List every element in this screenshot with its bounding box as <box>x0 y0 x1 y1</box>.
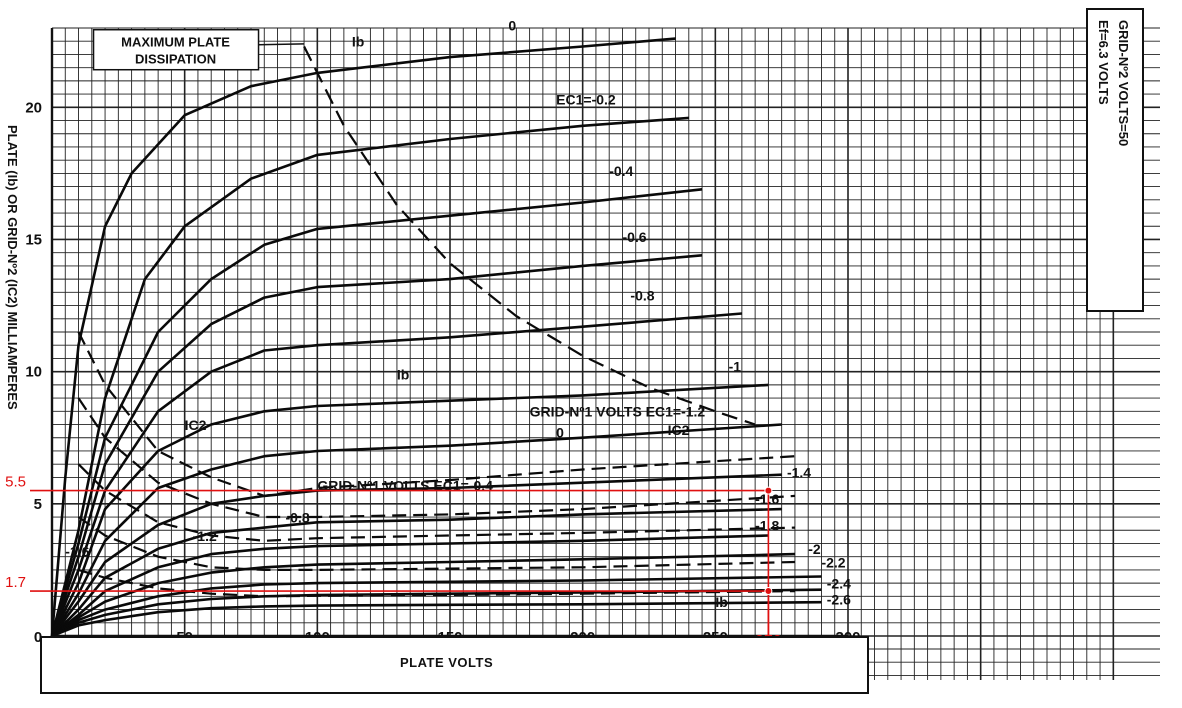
plate-curve <box>50 37 676 637</box>
condition-grid2: GRID-Nº2 VOLTS=50 <box>1116 20 1131 147</box>
plate-curve <box>51 575 822 638</box>
plate-curve <box>51 507 782 637</box>
y-tick-label: 5 <box>34 496 42 513</box>
screen-curve-label: -1.2 <box>193 528 217 544</box>
plate-curve-label: -0.6 <box>622 229 646 245</box>
screen-current-curves <box>77 331 795 598</box>
plate-curve-label: -1.6 <box>755 491 779 507</box>
annotation-label: IC2 <box>668 422 690 438</box>
plate-curve-label: -1.8 <box>755 517 779 533</box>
plate-curve-label: 0 <box>508 18 516 34</box>
conditions-box: Ef=6.3 VOLTS GRID-Nº2 VOLTS=50 <box>1086 8 1144 312</box>
plate-curve-label: -2.4 <box>827 575 851 591</box>
plate-curve-label: -2.2 <box>821 554 845 570</box>
screen-curve-label: -0.8 <box>285 509 309 525</box>
screen-curve <box>77 516 795 571</box>
plate-curve <box>50 254 703 637</box>
plate-curve <box>50 473 782 637</box>
marker-point <box>764 486 773 495</box>
x-axis-title: PLATE VOLTS <box>400 655 494 670</box>
annotation-label: Ib <box>715 594 727 610</box>
annotation-max-dissipation: DISSIPATION <box>135 52 216 67</box>
screen-curve-label: 0 <box>556 425 564 441</box>
x-tick-label: 0 <box>34 629 42 646</box>
plate-curve-label: EC1=-0.2 <box>556 92 616 108</box>
condition-heater: Ef=6.3 VOLTS <box>1096 20 1111 105</box>
max-dissipation-line <box>303 46 756 426</box>
plate-curve <box>50 383 769 637</box>
plate-current-curves <box>50 37 822 638</box>
annotation-max-dissipation: MAXIMUM PLATE <box>121 35 230 50</box>
screen-curve <box>77 397 795 519</box>
y-tick-label: 15 <box>25 231 42 248</box>
marker-y-label: 1.7 <box>5 574 26 591</box>
y-tick-label: 10 <box>25 364 42 381</box>
screen-curve <box>77 331 795 498</box>
annotation-box <box>92 28 260 71</box>
y-tick-label: 20 <box>25 99 42 116</box>
screen-curve-label: GRID-Nº1 VOLTS EC1=-0.4 <box>317 478 493 494</box>
marker-y-label: 5.5 <box>5 474 26 491</box>
plate-curve-label: -2.6 <box>827 591 851 607</box>
plate-curve <box>50 423 782 637</box>
plate-curve <box>51 600 822 638</box>
plate-curve-label: -0.4 <box>609 163 633 179</box>
x-axis-box <box>40 636 869 694</box>
series-labels: 0 EC1=-0.2 -0.4 -0.6 -0.8 -1 GRID-Nº1 VOLTS EC… <box>65 18 851 610</box>
annotation-label: IC2 <box>185 417 207 433</box>
plate-curve-label: -0.8 <box>630 287 654 303</box>
marker-point <box>764 587 773 596</box>
plate-curve-label: -1 <box>729 359 742 375</box>
max-dissipation-curve <box>303 46 756 426</box>
plate-curve <box>51 588 822 638</box>
screen-curve <box>78 568 795 598</box>
plate-curve <box>50 116 689 637</box>
screen-curve-label: -1.6 <box>65 544 89 560</box>
grid <box>51 27 1160 680</box>
annotation-label: Ib <box>352 34 364 50</box>
plate-curve <box>51 534 769 638</box>
plate-curve-label: GRID-Nº1 VOLTS EC1=-1.2 <box>530 404 706 420</box>
plate-curve-label: -2 <box>808 541 821 557</box>
annotation-label: Ib <box>397 367 409 383</box>
red-markers: 5.52701.7 <box>5 474 782 650</box>
annotation-arrow <box>258 43 305 46</box>
plate-curve <box>50 312 743 637</box>
plate-curve <box>51 552 795 638</box>
plate-curve-label: -1.4 <box>787 464 811 480</box>
y-axis-title: PLATE (Ib) OR GRID-Nº2 (IC2) MILLIAMPERE… <box>5 125 20 410</box>
